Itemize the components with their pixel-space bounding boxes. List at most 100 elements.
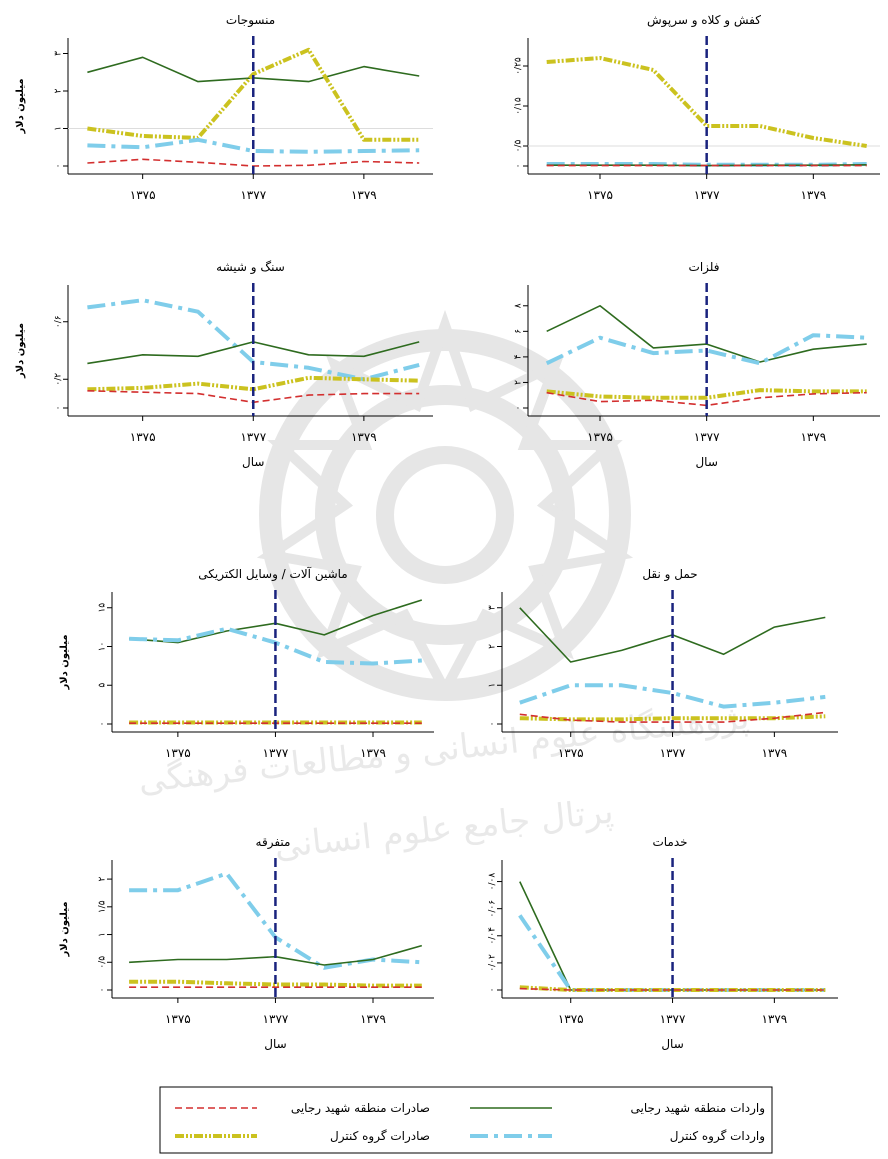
watermark-line-2: پرتال جامع علوم انسانی	[272, 791, 615, 866]
y-tick-label: ۰	[54, 406, 64, 411]
y-tick-label: ۱۰	[98, 642, 108, 652]
y-tick-label: ۰	[488, 722, 498, 727]
chart-panel: متفرقه ۰ ۰/۵ ۱ ۱/۵ ۲ ۱۳۷۵ ۱۳۷۷ ۱۳۷۹ سال میلیون دلا…	[59, 835, 434, 1051]
chart-panel: خدمات ۰ ۰/۰۲ ۰/۰۴ ۰/۰۶ ۰/۰۸ ۱۳۷۵ ۱۳۷۷ ۱۳۷۹ سال	[488, 835, 838, 1051]
x-tick-label: ۱۳۷۹	[761, 746, 787, 760]
panel-title: حمل و نقل	[642, 567, 697, 582]
panels: منسوجات ۰ ۱ ۲ ۳ ۱۳۷۵ ۱۳۷۷ ۱۳۷۹ میلیون دلار کفش و …	[15, 13, 880, 1051]
y-tick-label: ۱۵	[98, 603, 108, 613]
y-tick-label: ۱	[488, 683, 498, 688]
series-line-exports-rajaee	[519, 987, 826, 991]
x-axis-label: سال	[661, 1037, 683, 1051]
y-tick-label: ۲	[54, 88, 64, 93]
y-tick-label: ۱	[98, 932, 108, 937]
legend-label: واردات منطقه شهید رجایی	[631, 1101, 765, 1116]
y-tick-label: ۱/۵	[98, 900, 108, 913]
legend-label: واردات گروه کنترل	[670, 1129, 765, 1144]
y-tick-label: ۰/۵	[514, 139, 524, 152]
x-tick-label: ۱۳۷۹	[800, 188, 826, 202]
y-tick-label: ۰/۲۵	[514, 57, 524, 75]
x-tick-label: ۱۳۷۷	[240, 188, 266, 202]
x-tick-label: ۱۳۷۵	[558, 746, 584, 760]
y-tick-label: ۰/۶	[54, 315, 64, 328]
panel-title: منسوجات	[226, 13, 275, 28]
x-tick-label: ۱۳۷۷	[263, 746, 289, 760]
y-tick-label: ۰	[488, 988, 498, 993]
y-axis-label: میلیون دلار	[59, 634, 70, 690]
series-line-exports-control	[546, 56, 867, 148]
chart-panel: ماشین آلات / وسایل الکتریکی ۰ ۵ ۱۰ ۱۵ ۱۳۷۵ ۱۳۷…	[59, 566, 434, 760]
y-tick-label: ۰	[98, 988, 108, 993]
x-tick-label: ۱۳۷۵	[130, 430, 156, 444]
chart-panel: حمل و نقل ۰ ۱ ۲ ۳ ۱۳۷۵ ۱۳۷۷ ۱۳۷۹	[488, 567, 838, 760]
x-tick-label: ۱۳۷۵	[558, 1012, 584, 1026]
series-line-exports-control	[546, 388, 867, 400]
series-line-imports-control	[545, 333, 867, 366]
x-tick-label: ۱۳۷۵	[587, 430, 613, 444]
x-tick-label: ۱۳۷۵	[130, 188, 156, 202]
chart-panel: فلزات ۰ ۲ ۴ ۶ ۸ ۱۳۷۵ ۱۳۷۷ ۱۳۷۹ سال	[514, 260, 880, 469]
series-line-exports-control	[87, 47, 420, 142]
y-tick-label: ۲	[98, 877, 108, 882]
x-axis-label: سال	[264, 1037, 286, 1051]
y-tick-label: ۰	[514, 406, 524, 411]
series-line-exports-control	[87, 375, 420, 392]
panel-title: ماشین آلات / وسایل الکتریکی	[198, 566, 347, 582]
x-tick-label: ۱۳۷۷	[660, 746, 686, 760]
chart-panel: کفش و کلاه و سرپوش ۰ ۰/۵ ۰/۱۵ ۰/۲۵ ۱۳۷۵ ۱۳۷۷ ۱۳…	[514, 13, 880, 202]
y-tick-label: ۴	[514, 354, 524, 359]
panel-title: خدمات	[652, 835, 687, 849]
series-line-exports-control	[129, 979, 422, 988]
y-tick-label: ۰/۰۸	[488, 873, 498, 891]
legend-label: صادرات منطقه شهید رجایی	[291, 1101, 430, 1116]
x-tick-label: ۱۳۷۷	[660, 1012, 686, 1026]
x-tick-label: ۱۳۷۷	[694, 430, 720, 444]
y-axis-label: میلیون دلار	[15, 323, 26, 379]
y-tick-label: ۰/۱۵	[514, 97, 524, 115]
legend-label: صادرات گروه کنترل	[330, 1129, 430, 1144]
y-tick-label: ۳	[54, 51, 64, 56]
x-axis-label: سال	[695, 455, 717, 469]
x-axis-label: سال	[242, 455, 264, 469]
y-tick-label: ۵	[98, 683, 108, 688]
x-tick-label: ۱۳۷۹	[761, 1012, 787, 1026]
series-line-imports-control	[87, 137, 420, 154]
chart-panel: سنگ و شیشه ۰ ۰/۲ ۰/۶ ۱۳۷۵ ۱۳۷۷ ۱۳۷۹ سال میلیون د…	[15, 260, 433, 469]
x-tick-label: ۱۳۷۷	[263, 1012, 289, 1026]
y-tick-label: ۸	[514, 303, 524, 308]
y-tick-label: ۰/۰۴	[488, 927, 498, 945]
x-tick-label: ۱۳۷۹	[360, 1012, 386, 1026]
y-tick-label: ۲	[488, 644, 498, 649]
y-axis-label: میلیون دلار	[59, 901, 70, 957]
x-tick-label: ۱۳۷۷	[240, 430, 266, 444]
y-tick-label: ۶	[514, 329, 524, 334]
legend: صادرات منطقه شهید رجایی واردات منطقه شهید…	[159, 1086, 773, 1154]
x-tick-label: ۱۳۷۹	[351, 188, 377, 202]
x-tick-label: ۱۳۷۵	[165, 746, 191, 760]
chart-panel: منسوجات ۰ ۱ ۲ ۳ ۱۳۷۵ ۱۳۷۷ ۱۳۷۹ میلیون دلار	[15, 13, 433, 202]
x-tick-label: ۱۳۷۷	[694, 188, 720, 202]
x-tick-label: ۱۳۷۵	[165, 1012, 191, 1026]
x-tick-label: ۱۳۷۹	[800, 430, 826, 444]
panel-title: سنگ و شیشه	[216, 260, 285, 275]
y-tick-label: ۰/۰۶	[488, 900, 498, 918]
panel-title: متفرقه	[256, 835, 291, 850]
panel-title: فلزات	[689, 260, 720, 275]
watermark-logo	[256, 309, 634, 701]
series-line-exports-rajaee	[519, 711, 826, 723]
y-tick-label: ۱	[54, 126, 64, 131]
x-tick-label: ۱۳۷۵	[587, 188, 613, 202]
y-tick-label: ۰	[514, 164, 524, 169]
panel-title: کفش و کلاه و سرپوش	[647, 13, 761, 28]
y-tick-label: ۰/۲	[54, 373, 64, 386]
x-tick-label: ۱۳۷۹	[360, 746, 386, 760]
watermark: پژوهشگاه علوم انسانی و مطالعات فرهنگی پر…	[137, 309, 751, 867]
y-tick-label: ۳	[488, 605, 498, 610]
series-line-imports-rajaee	[546, 304, 867, 363]
y-tick-label: ۰	[54, 164, 64, 169]
y-tick-label: ۰	[98, 722, 108, 727]
y-tick-label: ۰/۵	[98, 956, 108, 969]
x-tick-label: ۱۳۷۹	[351, 430, 377, 444]
legend-box	[159, 1086, 773, 1154]
